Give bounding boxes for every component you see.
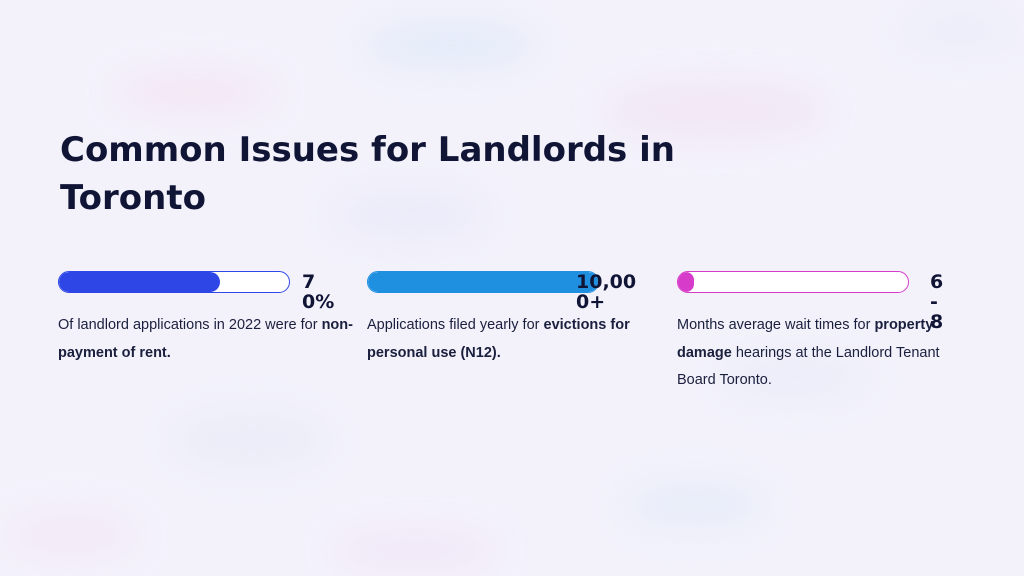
background-blob: [600, 80, 830, 140]
slide-title: Common Issues for Landlords in Toronto: [60, 130, 675, 218]
background-blob: [110, 70, 280, 115]
progress-bar: [677, 271, 909, 293]
background-blob: [900, 10, 1020, 50]
progress-fill: [59, 272, 220, 292]
stat-description: Of landlord applications in 2022 were fo…: [58, 312, 353, 367]
progress-fill: [368, 272, 598, 292]
description-text: Months average wait times for: [677, 317, 875, 333]
description-emphasis: non-payment of rent.: [58, 317, 353, 361]
stat-description: Applications filed yearly for evictions …: [367, 312, 662, 367]
background-blob: [0, 510, 140, 560]
stat-description: Months average wait times for property d…: [677, 312, 972, 395]
progress-bar: [367, 271, 599, 293]
background-blob: [620, 480, 770, 530]
background-blob: [170, 410, 330, 470]
stat-value: 6-8: [930, 271, 944, 333]
stat-value: 70%: [302, 271, 335, 313]
background-blob: [720, 355, 870, 400]
description-emphasis: property damage: [677, 317, 934, 361]
description-text: Applications filed yearly for: [367, 317, 544, 333]
description-text: hearings at the Landlord Tenant Board To…: [677, 344, 940, 389]
stat-value: 10,000+: [576, 271, 637, 313]
background-blob: [360, 20, 540, 70]
progress-bar: [58, 271, 290, 293]
progress-fill: [678, 272, 695, 292]
background-blob: [330, 530, 500, 570]
description-emphasis: evictions for personal use (N12).: [367, 317, 630, 361]
background-blob: [330, 190, 490, 240]
description-text: Of landlord applications in 2022 were fo…: [58, 317, 322, 333]
